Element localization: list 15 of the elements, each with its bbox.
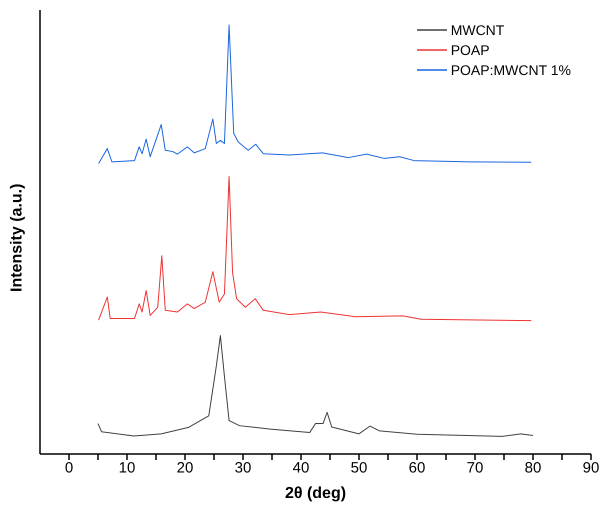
legend-label: POAP bbox=[450, 41, 490, 60]
x-axis-title: 2θ (deg) bbox=[284, 485, 346, 502]
x-tick-label: 40 bbox=[292, 460, 310, 477]
x-tick-label: 60 bbox=[408, 460, 426, 477]
y-axis-title: Intensity (a.u.) bbox=[8, 184, 26, 292]
x-tick-label: 50 bbox=[350, 460, 368, 477]
legend-label: MWCNT bbox=[450, 21, 504, 40]
x-tick-label: 10 bbox=[118, 460, 136, 477]
x-tick-label: 70 bbox=[466, 460, 484, 477]
x-tick-label: 90 bbox=[582, 460, 600, 477]
x-tick-label: 80 bbox=[524, 460, 542, 477]
x-tick-label: 30 bbox=[234, 460, 252, 477]
legend-label: POAP:MWCNT 1% bbox=[450, 61, 571, 80]
x-tick-label: 20 bbox=[176, 460, 194, 477]
x-tick-label: 0 bbox=[64, 460, 74, 477]
